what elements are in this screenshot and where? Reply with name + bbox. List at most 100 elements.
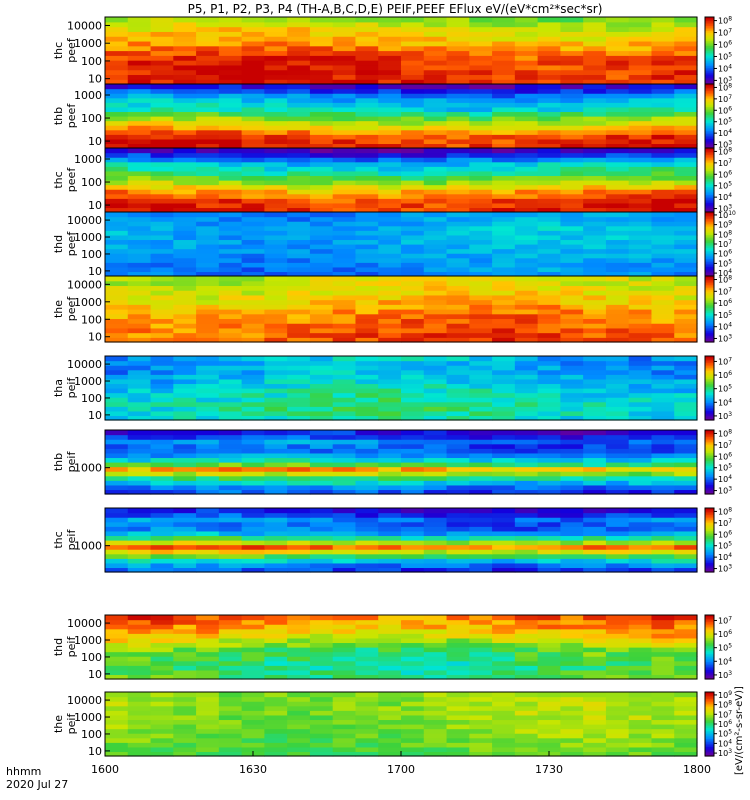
heatmap-cell	[446, 26, 470, 32]
heatmap-cell	[401, 633, 425, 639]
heatmap-cell	[674, 212, 698, 218]
heatmap-cell	[469, 304, 493, 310]
heatmap-cell	[196, 443, 220, 449]
heatmap-cell	[309, 175, 334, 181]
heatmap-cell	[127, 299, 152, 305]
heatmap-cell	[218, 733, 243, 739]
heatmap-cell	[492, 271, 516, 277]
heatmap-cell	[378, 234, 402, 241]
heatmap-cell	[309, 434, 334, 440]
heatmap-cell	[583, 332, 607, 338]
heatmap-cell	[401, 21, 425, 28]
heatmap-cell	[378, 216, 402, 222]
heatmap-cell	[537, 517, 561, 523]
heatmap-cell	[264, 439, 288, 445]
heatmap-cell	[605, 129, 630, 135]
heatmap-cell	[355, 462, 379, 468]
heatmap-cell	[241, 724, 265, 730]
colorbar-segment	[705, 63, 714, 67]
heatmap-cell	[241, 129, 265, 135]
colorbar-segment	[705, 696, 714, 699]
heatmap-cell	[446, 40, 470, 47]
heatmap-cell	[674, 714, 698, 721]
heatmap-cell	[537, 276, 561, 282]
heatmap-cell	[401, 138, 425, 145]
heatmap-cell	[674, 221, 698, 227]
heatmap-cell	[309, 369, 334, 375]
heatmap-cell	[355, 294, 379, 301]
colorbar-segment	[705, 151, 714, 154]
heatmap-cell	[492, 462, 516, 468]
heatmap-cell	[423, 549, 448, 555]
heatmap-cell	[537, 742, 561, 748]
heatmap-cell	[332, 26, 357, 32]
heatmap-cell	[105, 64, 129, 71]
heatmap-cell	[537, 180, 561, 186]
heatmap-cell	[651, 207, 675, 213]
heatmap-cell	[560, 17, 584, 23]
heatmap-cell	[287, 198, 311, 204]
heatmap-cell	[105, 746, 129, 753]
heatmap-cell	[560, 234, 584, 241]
heatmap-cell	[287, 88, 311, 94]
heatmap-cell	[560, 530, 584, 537]
heatmap-cell	[378, 526, 402, 532]
heatmap-cell	[583, 724, 607, 730]
heatmap-cell	[446, 526, 470, 532]
heatmap-cell	[241, 489, 265, 495]
heatmap-cell	[560, 184, 584, 190]
heatmap-cell	[173, 439, 197, 445]
heatmap-cell	[651, 318, 675, 324]
heatmap-cell	[173, 21, 197, 28]
heatmap-cell	[628, 397, 653, 403]
heatmap-cell	[218, 97, 243, 103]
heatmap-cell	[196, 69, 220, 76]
heatmap-cell	[537, 549, 561, 555]
heatmap-cell	[241, 327, 265, 334]
heatmap-cell	[492, 309, 516, 315]
heatmap-cell	[514, 374, 539, 380]
colorbar-segment	[705, 138, 714, 141]
heatmap-cell	[605, 540, 630, 546]
heatmap-cell	[241, 737, 265, 743]
heatmap-cell	[355, 540, 379, 546]
heatmap-cell	[560, 120, 584, 126]
heatmap-cell	[127, 230, 152, 236]
heatmap-cell	[378, 480, 402, 486]
colorbar-tick-exponent: 10	[728, 210, 736, 217]
heatmap-cell	[105, 266, 129, 273]
heatmap-cell	[446, 637, 470, 644]
heatmap-cell	[309, 642, 334, 648]
heatmap-cell	[651, 64, 675, 71]
heatmap-cell	[173, 665, 197, 671]
heatmap-cell	[105, 207, 129, 213]
heatmap-cell	[628, 271, 653, 277]
y-tick-label: 1000	[74, 375, 102, 388]
heatmap-cell	[560, 651, 584, 657]
colorbar-segment	[705, 45, 714, 48]
heatmap-cell	[332, 55, 357, 61]
heatmap-cell	[492, 651, 516, 657]
heatmap-cell	[378, 475, 402, 481]
heatmap-cell	[378, 637, 402, 644]
heatmap-cell	[560, 266, 584, 273]
heatmap-cell	[423, 553, 448, 559]
heatmap-cell	[241, 553, 265, 559]
colorbar-segment	[705, 389, 714, 392]
heatmap-cell	[492, 202, 516, 209]
heatmap-cell	[605, 530, 630, 537]
heatmap-cell	[241, 746, 265, 753]
colorbar-segment	[705, 124, 714, 127]
heatmap-cell	[446, 64, 470, 71]
heatmap-cell	[492, 489, 516, 495]
heatmap-cell	[401, 378, 425, 385]
heatmap-cell	[218, 710, 243, 716]
heatmap-cell	[218, 17, 243, 23]
heatmap-cell	[105, 276, 129, 282]
heatmap-cell	[423, 31, 448, 37]
heatmap-cell	[150, 180, 174, 186]
heatmap-cell	[605, 651, 630, 657]
colorbar-tick-exponent: 6	[728, 529, 732, 536]
heatmap-cell	[628, 633, 653, 639]
heatmap-cell	[264, 624, 288, 630]
